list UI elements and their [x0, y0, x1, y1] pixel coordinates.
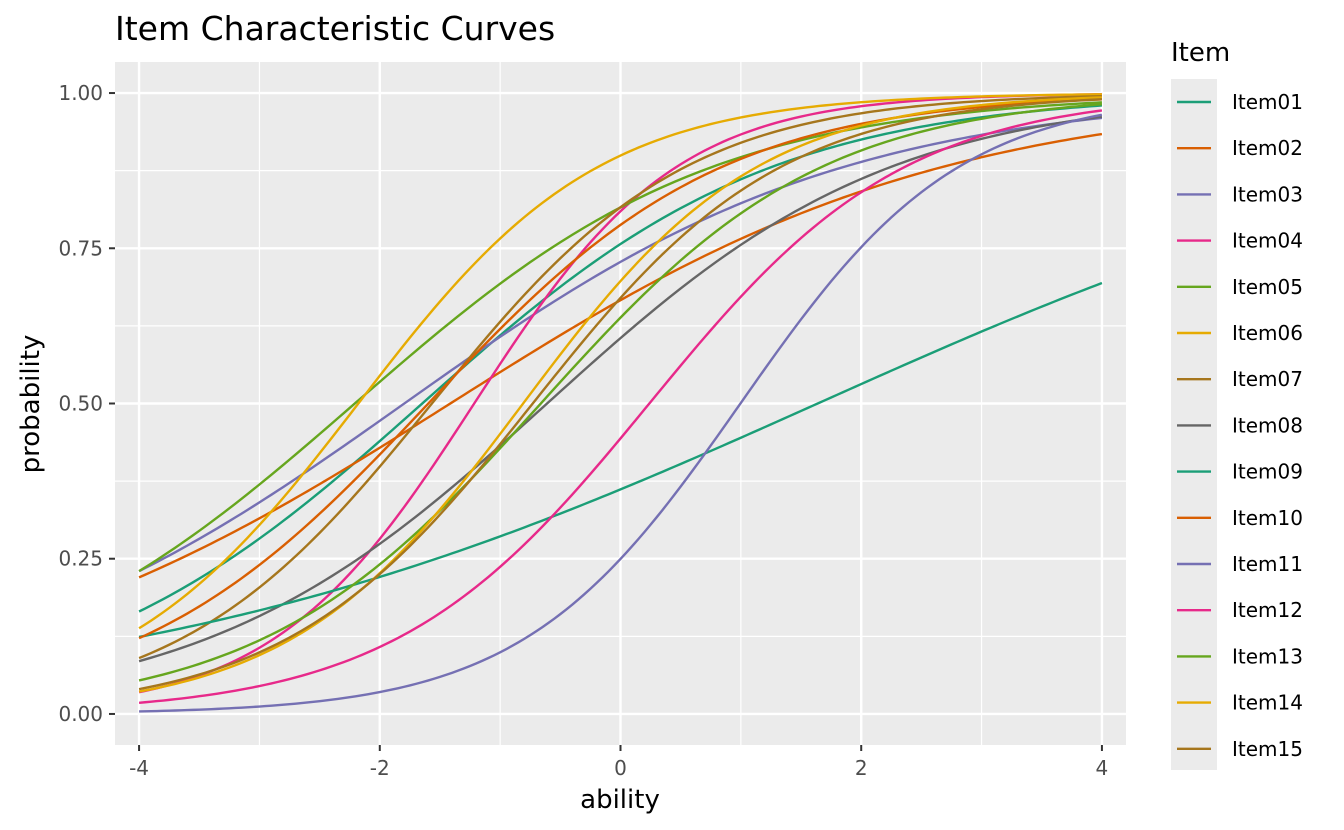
legend-label-item04: Item04	[1232, 229, 1303, 253]
legend-label-item07: Item07	[1232, 367, 1303, 391]
y-tick-label: 1.00	[58, 81, 103, 105]
y-axis-title: probability	[16, 335, 46, 474]
y-tick-label: 0.75	[58, 236, 103, 260]
series-line-item13	[138, 103, 1103, 682]
legend-label-item10: Item10	[1232, 506, 1303, 530]
legend-label-item12: Item12	[1232, 598, 1303, 622]
series-line-item01	[138, 104, 1103, 613]
legend-label-item11: Item11	[1232, 552, 1303, 576]
legend-label-item09: Item09	[1232, 460, 1303, 484]
series-lines	[138, 93, 1103, 713]
series-line-item10	[138, 98, 1102, 640]
series-line-item11	[139, 113, 1103, 713]
legend: Item Item01Item02Item03Item04Item05Item0…	[1171, 38, 1303, 770]
series-line-item12	[138, 109, 1103, 704]
x-tick-label: 0	[614, 756, 627, 780]
x-tick-label: 4	[1096, 756, 1109, 780]
series-line-item14	[138, 96, 1102, 693]
legend-label-item13: Item13	[1232, 644, 1303, 668]
y-tick-label: 0.00	[58, 702, 103, 726]
series-line-item02	[138, 132, 1103, 579]
axes: -4 -2 0 2 4 0.00 0.25 0.50 0.75 1.00	[58, 81, 1108, 780]
y-tick-label: 0.50	[58, 392, 103, 416]
series-line-item06	[138, 93, 1102, 630]
series-line-item03	[138, 116, 1103, 573]
series-line-item09	[138, 281, 1103, 639]
grid-lines	[115, 62, 1126, 745]
legend-items: Item01 Item02 Item03 Item04 Item05 Item06 Item…	[1177, 90, 1303, 761]
x-tick-label: -2	[370, 756, 390, 780]
legend-label-item15: Item15	[1232, 737, 1303, 761]
chart-title: Item Characteristic Curves	[115, 9, 555, 48]
series-line-item15	[138, 98, 1102, 691]
legend-label-item02: Item02	[1232, 136, 1303, 160]
x-tick-label: -4	[129, 756, 149, 780]
legend-label-item06: Item06	[1232, 321, 1303, 345]
legend-label-item08: Item08	[1232, 413, 1303, 437]
legend-label-item01: Item01	[1232, 90, 1303, 114]
x-axis-title: ability	[580, 785, 660, 815]
legend-title: Item	[1171, 38, 1230, 68]
legend-label-item05: Item05	[1232, 275, 1303, 299]
series-line-item07	[138, 94, 1102, 660]
y-tick-label: 0.25	[58, 547, 103, 571]
x-tick-label: 2	[855, 756, 868, 780]
legend-label-item03: Item03	[1232, 182, 1303, 206]
legend-label-item14: Item14	[1232, 691, 1303, 715]
